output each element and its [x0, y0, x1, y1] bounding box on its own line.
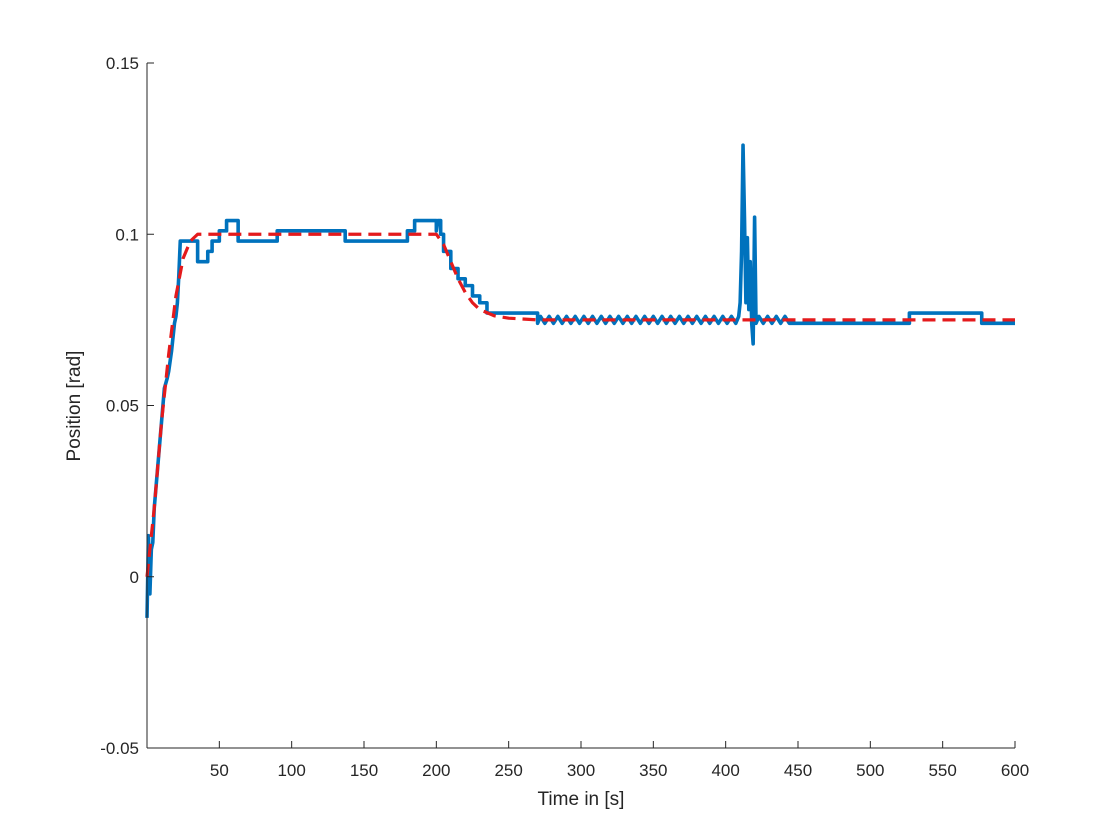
- series-layer: [145, 143, 1015, 618]
- x-tick-label: 50: [210, 761, 229, 780]
- series-line-2: [145, 232, 1015, 577]
- x-tick-label: 200: [422, 761, 450, 780]
- y-tick-label: 0.05: [106, 397, 139, 416]
- ticks-layer: 50 100 150 200 250 300 350 400 450 500 550 600 -0.05…: [100, 54, 1029, 780]
- x-tick-label: 550: [928, 761, 956, 780]
- x-tick-label: 500: [856, 761, 884, 780]
- y-tick-label: -0.05: [100, 739, 139, 758]
- x-tick-label: 100: [277, 761, 305, 780]
- x-tick-label: 600: [1001, 761, 1029, 780]
- y-tick-label: 0.15: [106, 54, 139, 73]
- y-tick-label: 0: [130, 568, 139, 587]
- x-tick-label: 150: [350, 761, 378, 780]
- x-tick-label: 350: [639, 761, 667, 780]
- y-tick-label: 0.1: [115, 225, 139, 244]
- plot-background: [147, 63, 1015, 748]
- x-tick-label: 450: [784, 761, 812, 780]
- x-tick-label: 400: [711, 761, 739, 780]
- y-axis-label: Position [rad]: [64, 351, 85, 462]
- x-tick-label: 300: [567, 761, 595, 780]
- x-axis-label: Time in [s]: [538, 789, 625, 810]
- x-tick-label: 250: [494, 761, 522, 780]
